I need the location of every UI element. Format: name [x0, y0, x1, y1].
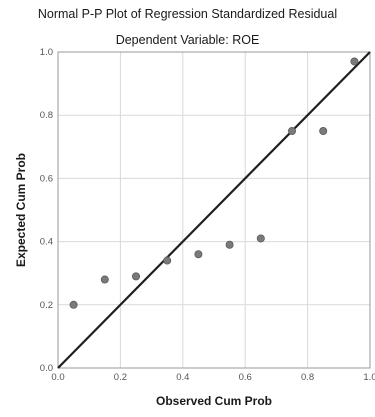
y-axis-title: Expected Cum Prob: [14, 153, 28, 267]
data-point: [163, 256, 172, 265]
y-tick-label: 0.6: [40, 173, 53, 184]
y-tick-label: 0.2: [40, 300, 53, 311]
data-point: [194, 250, 203, 259]
chart-title: Normal P-P Plot of Regression Standardiz…: [38, 7, 337, 21]
data-point: [100, 275, 109, 284]
x-tick-label: 0.2: [114, 372, 127, 383]
data-point: [131, 272, 140, 281]
x-tick-label: 0.6: [239, 372, 252, 383]
plot-area: 0.0 0.2 0.4 0.6 0.8 1.0 0.0 0.2 0.4 0.6 0.8 1.0: [40, 47, 375, 383]
y-tick-label: 0.4: [40, 237, 53, 248]
data-point: [225, 240, 234, 249]
y-tick-label: 1.0: [40, 47, 53, 58]
reference-line: [57, 51, 371, 369]
y-tick-label: 0.0: [40, 363, 53, 374]
x-axis-title: Observed Cum Prob: [156, 394, 272, 408]
y-tick-label: 0.8: [40, 110, 53, 121]
x-tick-label: 0.0: [51, 372, 64, 383]
data-point: [256, 234, 265, 243]
data-point: [69, 300, 78, 309]
data-point: [287, 127, 296, 136]
plot-frame: [57, 51, 371, 369]
data-point: [350, 57, 359, 66]
x-tick-label: 0.8: [301, 372, 314, 383]
x-tick-label: 1.0: [363, 372, 375, 383]
data-point: [319, 127, 328, 136]
chart-subtitle: Dependent Variable: ROE: [116, 33, 260, 47]
x-tick-label: 0.4: [176, 372, 189, 383]
